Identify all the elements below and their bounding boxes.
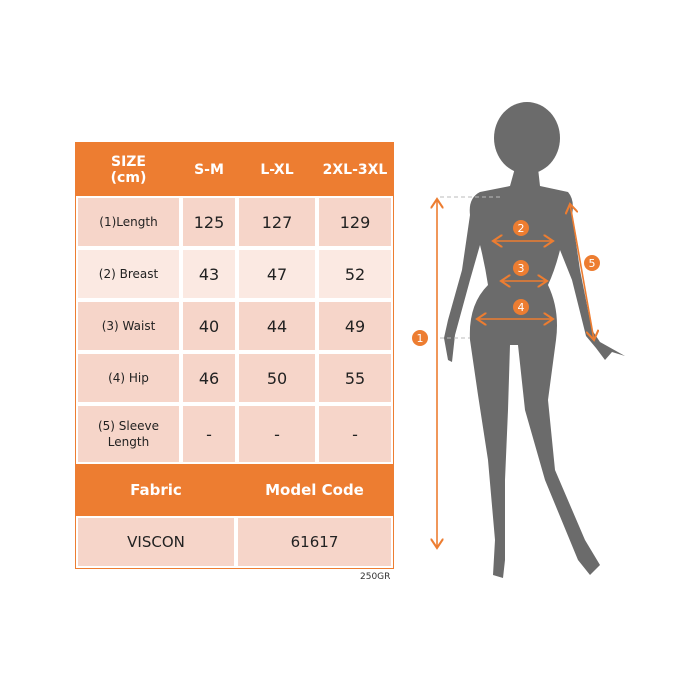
marker-label: 1	[417, 332, 424, 345]
col-header-2xl-3xl: 2XL-3XL	[322, 161, 388, 178]
table-row: (1)Length 125 127 129	[76, 196, 393, 248]
row-label: (3) Waist	[76, 300, 181, 352]
table-row: (5) Sleeve Length - - -	[76, 404, 393, 464]
measurement-guides	[437, 196, 594, 548]
cell: 46	[181, 352, 237, 404]
size-header-line1: SIZE	[110, 153, 146, 170]
cell: -	[317, 404, 393, 464]
size-chart-table: SIZE (cm) S-M L-XL 2XL-3XL (1)Length 125 …	[75, 142, 394, 569]
fabric-value: VISCON	[76, 516, 236, 568]
table-header-row: SIZE (cm) S-M L-XL 2XL-3XL	[76, 143, 393, 196]
fabric-value-row: VISCON 61617	[76, 516, 393, 568]
col-header-l-xl: L-XL	[260, 161, 294, 178]
cell: 129	[317, 196, 393, 248]
fabric-label: Fabric	[130, 481, 182, 499]
table-row: (2) Breast 43 47 52	[76, 248, 393, 300]
size-header-line2: (cm)	[110, 169, 147, 186]
marker-5: 5	[584, 255, 600, 271]
row-label-line2: Length	[107, 435, 150, 449]
cell: 50	[237, 352, 317, 404]
marker-label: 3	[518, 262, 525, 275]
cell: 44	[237, 300, 317, 352]
cell: 43	[181, 248, 237, 300]
table-row: (3) Waist 40 44 49	[76, 300, 393, 352]
marker-label: 4	[518, 301, 525, 314]
cell: 49	[317, 300, 393, 352]
weight-note: 250GR	[360, 572, 391, 582]
sleeve-arrow	[570, 204, 594, 340]
marker-1: 1	[412, 330, 428, 346]
size-header: SIZE (cm)	[76, 143, 181, 196]
marker-2: 2	[513, 220, 529, 236]
row-label: (4) Hip	[76, 352, 181, 404]
row-label: (2) Breast	[76, 248, 181, 300]
row-label: (5) Sleeve Length	[76, 404, 181, 464]
marker-label: 5	[589, 257, 596, 270]
cell: -	[237, 404, 317, 464]
woman-silhouette	[444, 102, 625, 578]
model-code-label: Model Code	[265, 481, 364, 499]
fabric-header-row: Fabric Model Code	[76, 464, 393, 516]
marker-3: 3	[513, 260, 529, 276]
col-header-s-m: S-M	[194, 161, 224, 178]
row-label-line1: (5) Sleeve	[97, 419, 159, 433]
model-code-value: 61617	[236, 516, 393, 568]
row-label: (1)Length	[76, 196, 181, 248]
marker-label: 2	[518, 222, 525, 235]
cell: 127	[237, 196, 317, 248]
cell: 47	[237, 248, 317, 300]
cell: -	[181, 404, 237, 464]
cell: 52	[317, 248, 393, 300]
cell: 40	[181, 300, 237, 352]
cell: 125	[181, 196, 237, 248]
table-row: (4) Hip 46 50 55	[76, 352, 393, 404]
marker-4: 4	[513, 299, 529, 315]
cell: 55	[317, 352, 393, 404]
